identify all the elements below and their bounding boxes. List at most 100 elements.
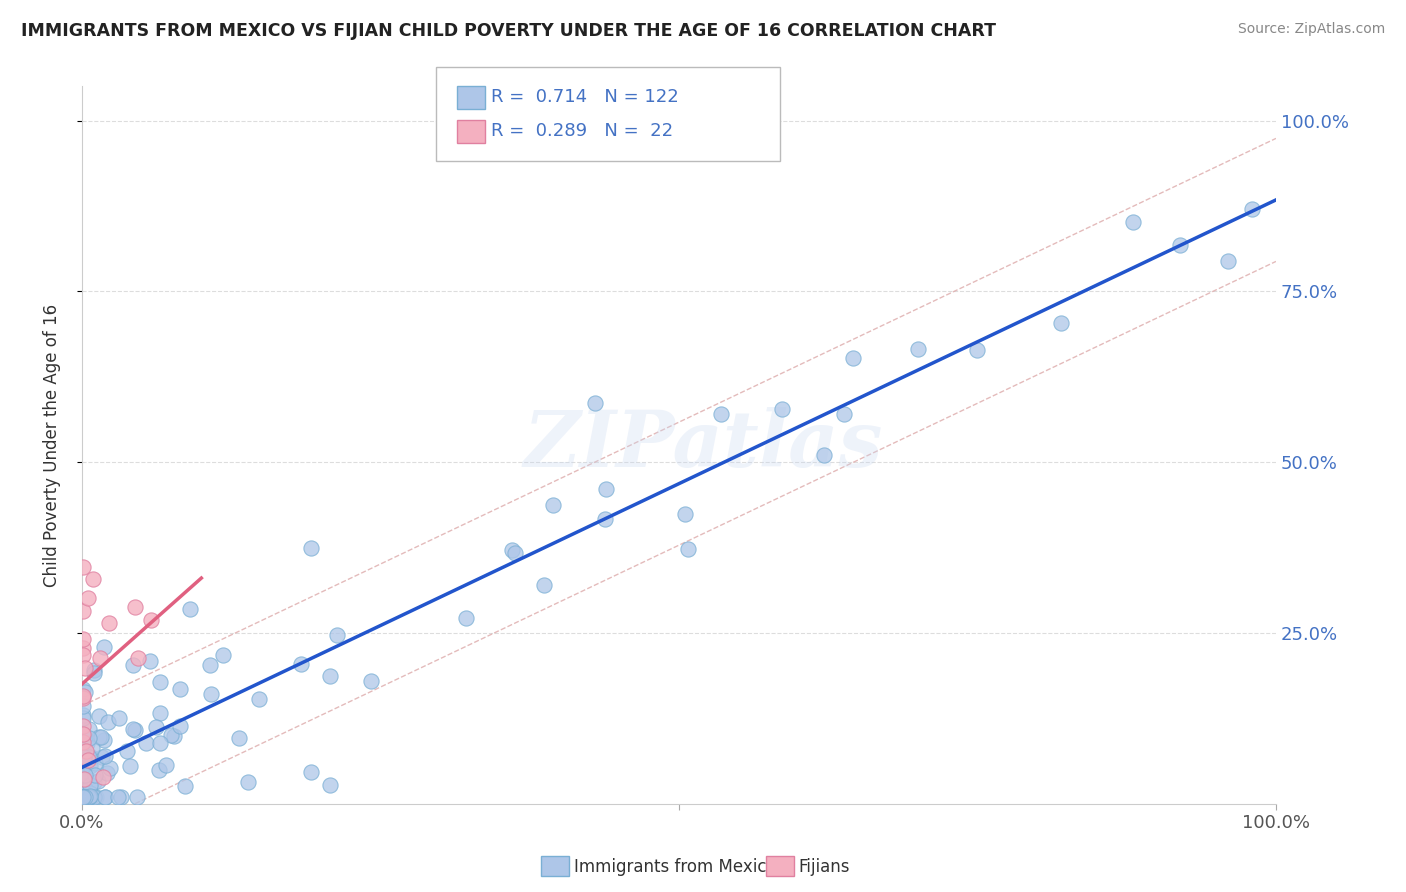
Point [145, 720, 167, 734]
Point [595, 482, 617, 496]
Point [72, 764, 94, 778]
Point [72, 690, 94, 705]
Point [966, 343, 988, 357]
Point [72, 559, 94, 574]
Point [75, 790, 97, 805]
Point [90, 749, 112, 764]
Point [72, 711, 94, 725]
Point [76, 753, 98, 767]
Point [72, 727, 94, 741]
Point [72, 648, 94, 662]
Point [141, 613, 163, 627]
Point [73, 789, 96, 804]
Point [121, 658, 143, 673]
Point [541, 498, 564, 512]
Point [77, 731, 100, 745]
Point [148, 764, 170, 778]
Text: Source: ZipAtlas.com: Source: ZipAtlas.com [1237, 22, 1385, 37]
Point [72, 790, 94, 805]
Text: R =  0.289   N =  22: R = 0.289 N = 22 [491, 122, 673, 140]
Point [360, 673, 382, 688]
Point [832, 407, 855, 421]
Point [72, 698, 94, 713]
Point [72, 741, 94, 756]
Point [159, 728, 181, 742]
Point [83, 666, 105, 681]
Point [72, 641, 94, 656]
Point [138, 655, 160, 669]
Point [1218, 254, 1240, 268]
Text: R =  0.714   N = 122: R = 0.714 N = 122 [491, 88, 679, 106]
Point [290, 657, 312, 672]
Point [211, 648, 233, 662]
Point [120, 758, 142, 772]
Point [75, 790, 97, 805]
Point [121, 722, 143, 736]
Point [79, 778, 101, 792]
Point [299, 541, 322, 555]
Point [79, 790, 101, 805]
Point [75, 790, 97, 805]
Point [673, 507, 696, 521]
Point [83, 790, 105, 805]
Point [72, 718, 94, 732]
Point [1241, 202, 1264, 216]
Point [1170, 238, 1192, 252]
Point [319, 669, 342, 683]
Point [163, 729, 186, 743]
Point [80, 751, 103, 765]
Point [115, 743, 138, 757]
Point [72, 735, 94, 749]
Point [72, 772, 94, 786]
Point [108, 711, 131, 725]
Point [79, 786, 101, 800]
Point [94, 790, 117, 805]
Point [83, 663, 105, 677]
Point [72, 707, 94, 722]
Point [84, 790, 107, 805]
Point [127, 790, 149, 805]
Point [94, 790, 117, 805]
Point [89, 651, 111, 665]
Point [149, 706, 172, 720]
Point [149, 675, 172, 690]
Point [72, 761, 94, 775]
Point [72, 756, 94, 771]
Point [73, 684, 96, 698]
Point [72, 772, 94, 787]
Point [124, 600, 146, 615]
Point [73, 768, 96, 782]
Point [76, 736, 98, 750]
Point [79, 759, 101, 773]
Point [1050, 317, 1073, 331]
Point [124, 723, 146, 737]
Point [454, 611, 477, 625]
Point [595, 512, 617, 526]
Point [89, 730, 111, 744]
Point [238, 775, 260, 789]
Point [325, 627, 347, 641]
Point [84, 767, 107, 781]
Point [200, 688, 222, 702]
Point [98, 761, 121, 775]
Point [89, 709, 111, 723]
Point [72, 790, 94, 805]
Point [83, 775, 105, 789]
Point [97, 715, 120, 730]
Point [169, 682, 191, 697]
Point [107, 790, 129, 805]
Point [198, 658, 221, 673]
Point [72, 790, 94, 805]
Point [710, 407, 733, 421]
Point [842, 351, 865, 365]
Point [72, 734, 94, 748]
Point [110, 790, 132, 805]
Text: IMMIGRANTS FROM MEXICO VS FIJIAN CHILD POVERTY UNDER THE AGE OF 16 CORRELATION C: IMMIGRANTS FROM MEXICO VS FIJIAN CHILD P… [21, 22, 995, 40]
Point [72, 682, 94, 697]
Point [83, 756, 105, 770]
Point [72, 632, 94, 647]
Point [87, 773, 110, 788]
Point [249, 692, 271, 706]
Point [75, 744, 97, 758]
Point [82, 572, 104, 586]
